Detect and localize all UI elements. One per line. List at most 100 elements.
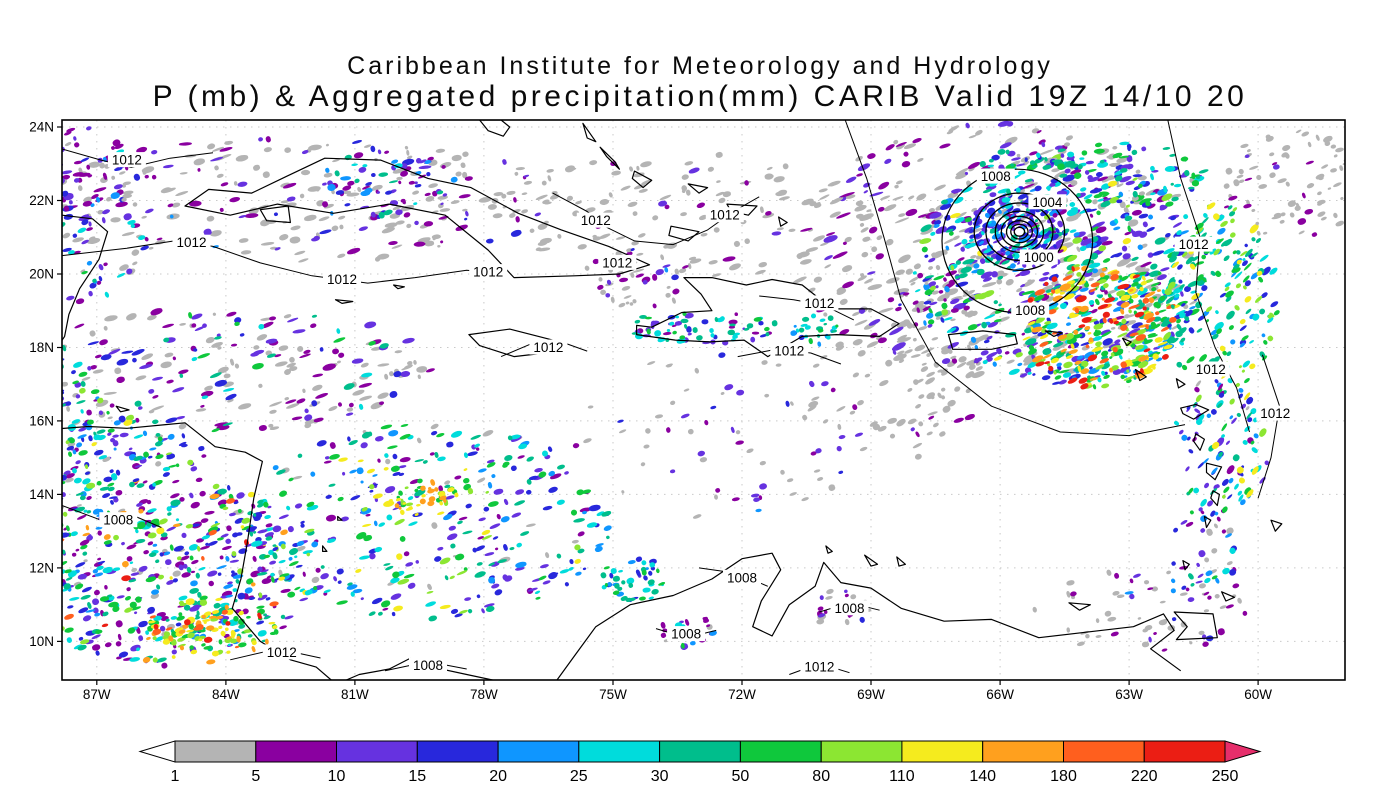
precip-speckles-storm-core-se <box>1035 264 1171 389</box>
pressure-label-bg <box>667 626 706 642</box>
pressure-label: 1012 <box>112 153 142 168</box>
pressure-label: 1004 <box>1032 195 1063 210</box>
precip-speckles-bottom-cells-2 <box>680 642 685 649</box>
lon-tick-label: 69W <box>857 687 885 702</box>
pressure-label-bg <box>770 343 809 359</box>
hurricane-eye <box>1014 227 1024 237</box>
pressure-label: 1012 <box>710 208 740 223</box>
coastline-colombia-venezuela <box>556 552 1182 680</box>
colorbar-segment-8 <box>820 740 903 763</box>
coastline-little-cayman <box>393 284 405 290</box>
precip-speckles-storm-mass <box>923 180 1205 374</box>
colorbar-label: 20 <box>489 768 507 785</box>
pressure-label-bg <box>800 659 839 675</box>
pressure-label: 1012 <box>1179 237 1209 252</box>
coastline-andros <box>479 120 511 137</box>
precip-speckles-w-band-2 <box>67 424 171 487</box>
colorbar-label: 250 <box>1212 768 1239 785</box>
coastline-guadeloupe <box>1180 403 1210 420</box>
pressure-label: 1008 <box>413 658 443 673</box>
lon-tick-label: 78W <box>470 687 498 702</box>
precip-speckles-w-band <box>62 313 415 421</box>
precip-speckles-top-right-corner <box>1224 160 1318 237</box>
precip-speckles-storm-eyewall-ring <box>999 203 1064 265</box>
lon-tick-label: 75W <box>599 687 627 702</box>
colorbar-label: 180 <box>1050 768 1077 785</box>
colorbar-label: 1 <box>171 768 180 785</box>
precip-speckles-mid-sparse <box>617 352 844 474</box>
precip-speckles-mid-sparse <box>583 360 856 519</box>
precip-speckles-bottom-cells-3 <box>817 589 848 618</box>
pressure-label-bg <box>172 234 211 250</box>
coastline-tobago <box>1221 591 1236 602</box>
coastline-st-kitts <box>1134 368 1147 382</box>
colorbar-label: 110 <box>889 768 915 785</box>
hurricane-isobar-ring-5 <box>985 202 1054 262</box>
precip-speckles-bottom-cells-1 <box>605 556 657 603</box>
precip-speckles-mona-cells <box>795 313 838 340</box>
pressure-labels-layer: 1012 1012 1012 1012 1012 1012 1012 1012 1012 1012… <box>99 152 1295 675</box>
precip-speckles-central-sw-spot <box>388 487 459 516</box>
chart-subtitle: P (mb) & Aggregated precipitation(mm) CA… <box>152 80 1248 113</box>
colorbar-label: 10 <box>328 768 346 785</box>
precip-speckles-bottom-right-sparse <box>1124 588 1176 595</box>
coastline-grenada <box>1182 560 1190 571</box>
precip-speckles-w-band <box>62 312 428 431</box>
colorbar-segment-12 <box>1143 740 1226 763</box>
lon-tick-label: 60W <box>1244 687 1272 702</box>
pressure-label-bg <box>1256 405 1295 421</box>
colorbar-label: 220 <box>1131 768 1158 785</box>
colorbar-segment-4 <box>497 740 580 763</box>
hurricane-isobar-ring-3 <box>1000 215 1039 248</box>
precip-speckles-hispaniola-band <box>644 311 770 340</box>
lat-tick-label: 18N <box>29 340 54 355</box>
precip-speckles-central-sw-band <box>281 423 579 590</box>
pressure-label: 1012 <box>267 645 297 660</box>
isobar-contour-6 <box>844 120 1186 437</box>
colorbar-segment-6 <box>659 740 741 763</box>
axis-labels: 24N 22N 20N 18N 16N 14N 12N 10N 87W 84W 81W 78W 75W 7… <box>29 120 1272 703</box>
precip-speckles-bottom-cells-1 <box>603 566 666 601</box>
pressure-label-bg <box>409 657 447 673</box>
precip-speckles-bottom-right-sparse <box>1129 573 1207 643</box>
precip-speckles-caribbean-tail <box>790 335 976 460</box>
precip-speckles-left-column <box>65 412 109 587</box>
coastline-yucatan-central-america <box>62 214 332 680</box>
lon-tick-label: 72W <box>728 687 756 702</box>
isobar-contour-7 <box>1167 120 1250 433</box>
colorbar-label: 30 <box>651 768 669 785</box>
coastline-barbados <box>1270 519 1283 532</box>
pressure-label-bg <box>976 168 1015 184</box>
precip-speckles-mid-sparse <box>572 419 817 502</box>
lat-tick-label: 24N <box>29 120 54 135</box>
precip-speckles-pr-north-cells <box>923 285 950 326</box>
precip-speckles-windward-cells <box>605 264 671 298</box>
precip-speckles-antilles-cells <box>1204 547 1236 584</box>
colorbar-segment-3 <box>416 740 499 763</box>
precip-speckles-antilles-cells <box>1185 510 1237 600</box>
isobar-contour-1 <box>62 240 506 284</box>
colorbar-label: 140 <box>969 768 996 785</box>
precip-speckles-windward-cells <box>664 267 669 273</box>
lon-tick-label: 87W <box>83 687 111 702</box>
precip-speckles-mona-cells <box>798 315 838 338</box>
precip-speckles-windward-cells <box>630 248 679 281</box>
pressure-label-bg <box>800 295 839 311</box>
coastline-st-lucia <box>1210 490 1220 507</box>
precip-speckles-cuba-cells <box>322 150 446 221</box>
hurricane-isobar-ring-2 <box>1005 220 1033 244</box>
colorbar-label: 80 <box>812 768 830 785</box>
pressure-label: 1012 <box>804 660 834 675</box>
colorbar-label: 50 <box>732 768 750 785</box>
coastline-isle-of-youth <box>259 205 291 224</box>
precip-speckles-bottom-right-sparse <box>1172 617 1214 642</box>
precip-speckles-central-sw-band <box>272 430 612 594</box>
precip-speckles-antilles-cells <box>1204 523 1234 574</box>
precip-speckles-sw-blob <box>68 477 306 669</box>
coastline-san-andres <box>322 545 328 552</box>
precip-speckles-nw-corner <box>68 149 146 298</box>
coastline-antigua <box>1175 378 1186 389</box>
hurricane-isobar-ring-0 <box>1013 226 1026 237</box>
isobar-contour-8 <box>1257 354 1281 499</box>
